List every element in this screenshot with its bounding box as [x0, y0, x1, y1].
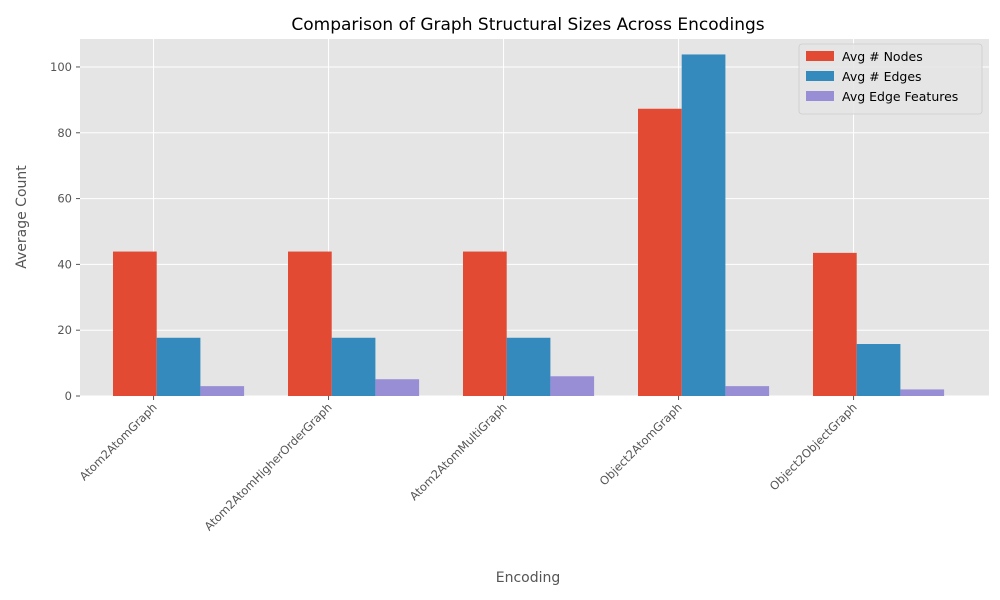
- bar-avg-nodes-2: [463, 251, 507, 396]
- bar-avg-nodes-0: [113, 251, 157, 396]
- legend-frame: [798, 43, 983, 115]
- legend-label: Avg Edge Features: [842, 89, 958, 104]
- x-tick-label: Atom2AtomMultiGraph: [407, 400, 510, 503]
- bar-avg-edges-0: [156, 337, 201, 396]
- legend-swatch: [806, 71, 834, 81]
- x-tick-label: Object2ObjectGraph: [767, 400, 860, 493]
- y-tick-label: 20: [57, 323, 72, 337]
- bar-avg-nodes-3: [638, 108, 682, 397]
- y-axis-label: Average Count: [14, 165, 30, 269]
- chart-title: Comparison of Graph Structural Sizes Acr…: [291, 15, 764, 35]
- y-tick-label: 0: [65, 389, 72, 403]
- legend-swatch: [806, 91, 834, 101]
- bar-avg-edges-2: [506, 337, 551, 396]
- y-tick-label: 40: [57, 257, 72, 271]
- y-tick-label: 100: [50, 60, 72, 74]
- bar-avg-edge-features-0: [200, 386, 245, 396]
- bar-avg-edge-features-1: [375, 379, 420, 396]
- y-tick-label: 60: [57, 192, 72, 206]
- bar-avg-edge-features-2: [550, 376, 595, 396]
- x-tick-label: Atom2AtomGraph: [77, 400, 160, 483]
- x-axis-label: Encoding: [496, 570, 561, 586]
- bars: [113, 54, 945, 397]
- legend-label: Avg # Edges: [842, 69, 922, 84]
- legend-label: Avg # Nodes: [842, 49, 923, 64]
- x-tick-label: Object2AtomGraph: [597, 400, 685, 488]
- bar-avg-edges-3: [681, 54, 726, 397]
- legend-swatch: [806, 51, 834, 61]
- legend-items: Avg # Nodes Avg # Edges Avg Edge Features: [806, 49, 958, 104]
- legend: Avg # Nodes Avg # Edges Avg Edge Features: [798, 43, 983, 115]
- x-tick-label: Atom2AtomHigherOrderGraph: [201, 400, 334, 533]
- bar-avg-edge-features-4: [900, 389, 945, 396]
- y-axis-ticks: 0 20 40 60 80 100: [50, 60, 80, 403]
- bar-avg-nodes-4: [813, 252, 857, 396]
- bar-avg-nodes-1: [288, 251, 332, 396]
- bar-avg-edges-4: [856, 344, 901, 396]
- bar-avg-edge-features-3: [725, 386, 770, 396]
- y-tick-label: 80: [57, 126, 72, 140]
- bar-avg-edges-1: [331, 337, 376, 396]
- x-axis-ticks: Atom2AtomGraph Atom2AtomHigherOrderGraph A…: [77, 396, 860, 533]
